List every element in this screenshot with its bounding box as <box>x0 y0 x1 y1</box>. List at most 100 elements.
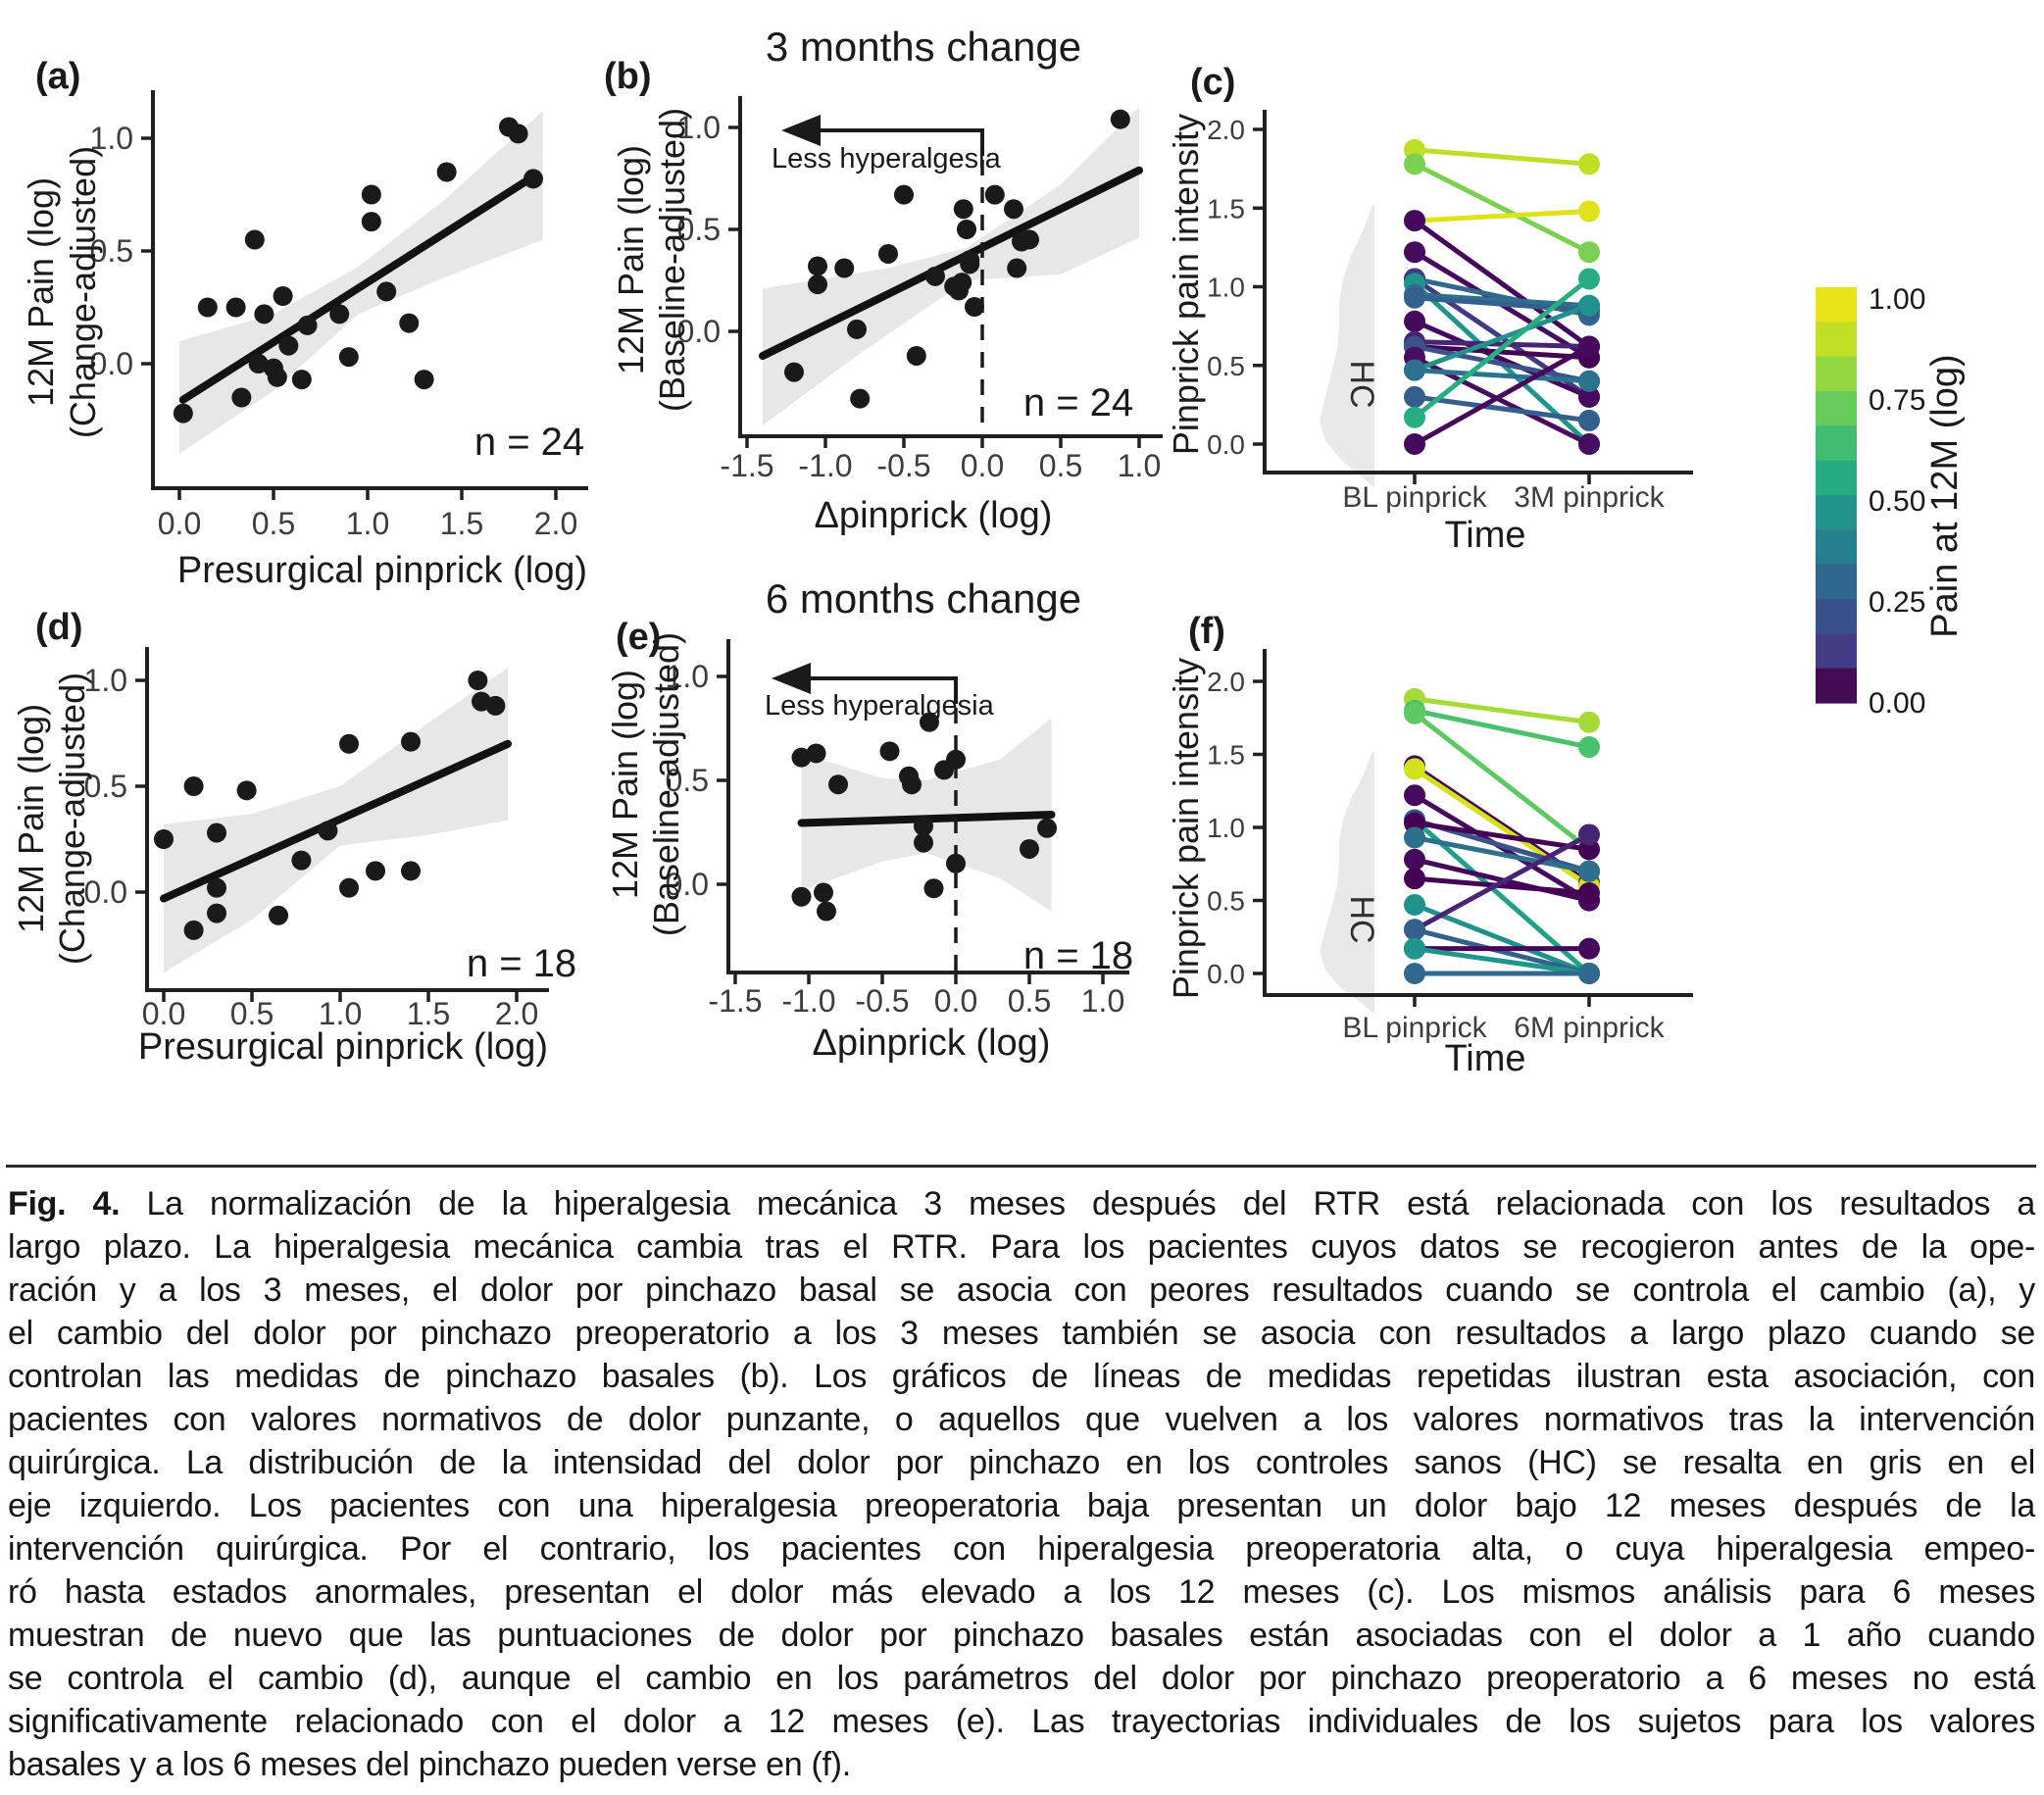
colorbar-band <box>1816 668 1857 704</box>
y-axis-title-line1: 12M Pain (log) <box>611 145 651 374</box>
less-hyperalgesia-arrow: Less hyperalgesia <box>772 115 1002 175</box>
colorbar-band <box>1816 287 1857 323</box>
fit-line <box>759 166 1143 360</box>
y-tick-label: 2.0 <box>1207 667 1245 697</box>
x-tick-label: 1.5 <box>407 996 450 1031</box>
x-tick-label: 2.0 <box>534 506 577 541</box>
x-category-label: 6M pinprick <box>1514 1012 1665 1044</box>
figure-caption: Fig. 4. La normalización de la hiperalge… <box>8 1182 2035 1786</box>
figure-panels-canvas: 0.0 0.5 1.0 1.5 2.0 0.0 0.5 1.0 Presurgical pinp… <box>11 24 1966 1079</box>
y-tick-label: 1.5 <box>1207 740 1245 771</box>
y-tick-label: 0.5 <box>666 763 709 798</box>
panel-label: (f) <box>1188 611 1225 652</box>
y-tick-label: 1.5 <box>1207 193 1245 224</box>
x-tick-label: 2.0 <box>495 996 538 1031</box>
x-tick-label: -1.5 <box>720 448 773 483</box>
scatter-points <box>791 712 1057 922</box>
panel-b: Less hyperalgesia -1.5 -1.0 -0.5 0.0 0.5 1.0 0.… <box>604 24 1163 536</box>
fit-line <box>178 170 541 404</box>
scatter-points <box>154 671 506 940</box>
caption-line: Fig. 4. La normalización de la hiperalge… <box>8 1185 2035 1222</box>
trajectory-lines <box>1413 696 1591 976</box>
y-axis-title: Pinprick pain intensity <box>1166 114 1206 455</box>
colorbar-band <box>1816 356 1857 392</box>
x-tick-label: -0.5 <box>876 448 930 483</box>
x-tick-label: 0.5 <box>1008 983 1051 1019</box>
y-tick-label: 2.0 <box>1207 115 1245 145</box>
caption-line: el cambio del dolor por pinchazo preoper… <box>8 1315 2035 1352</box>
x-tick-label: -1.5 <box>708 983 762 1019</box>
x-category-label: 3M pinprick <box>1514 481 1665 514</box>
axis-ticks: 0.0 0.5 1.0 1.5 2.0 0.0 0.5 1.0 <box>84 663 539 1031</box>
panel-label: (b) <box>604 56 652 97</box>
x-category-label: BL pinprick <box>1342 1012 1487 1044</box>
sample-size-label: n = 18 <box>1023 934 1133 977</box>
colorbar-band <box>1816 599 1857 634</box>
colorbar-band <box>1816 460 1857 496</box>
trajectory-points <box>1404 138 1600 455</box>
caption-line: intervención quirúrgica. Por el contrari… <box>8 1530 2035 1568</box>
colorbar-band <box>1816 322 1857 358</box>
caption-line: basales y a los 6 meses del pinchazo pue… <box>8 1746 851 1783</box>
caption-line: pacientes con valores normativos de dolo… <box>8 1401 2035 1438</box>
x-tick-label: 0.0 <box>158 506 201 541</box>
x-axis-title: Presurgical pinprick (log) <box>138 1026 548 1068</box>
y-tick-label: 0.5 <box>1207 886 1245 917</box>
axis-ticks: 0.0 0.5 1.0 1.5 2.0 BL pinprick 6M pinprick <box>1207 667 1666 1044</box>
y-tick-label: 1.0 <box>1207 273 1245 303</box>
y-axis-title-line1: 12M Pain (log) <box>605 670 645 899</box>
axis-lines <box>1263 110 1693 474</box>
hc-density <box>1320 205 1374 487</box>
panel-label: (c) <box>1190 62 1235 103</box>
colorbar-band <box>1816 425 1857 462</box>
y-tick-label: 0.5 <box>1207 351 1245 381</box>
x-tick-label: 1.0 <box>1118 448 1161 483</box>
colorbar-tick-label: 0.00 <box>1869 687 1925 720</box>
sample-size-label: n = 18 <box>467 942 576 985</box>
axis-ticks: 0.0 0.5 1.0 1.5 2.0 BL pinprick 3M pinprick <box>1207 115 1666 514</box>
x-axis-title: Δpinprick (log) <box>813 1022 1051 1064</box>
sample-size-label: n = 24 <box>1023 381 1133 424</box>
sample-size-label: n = 24 <box>474 421 584 464</box>
x-tick-label: 0.0 <box>934 983 977 1019</box>
y-axis-title: Pinprick pain intensity <box>1166 658 1206 999</box>
colorbar-title: Pain at 12M (log) <box>1924 354 1966 637</box>
y-tick-label: 0.0 <box>666 867 709 902</box>
hc-label: HC <box>1343 360 1380 408</box>
trajectory-lines <box>1413 147 1591 447</box>
caption-divider <box>6 1165 2036 1168</box>
column-title: 3 months change <box>766 24 1081 70</box>
colorbar-band <box>1816 495 1857 530</box>
axis-lines <box>738 96 1163 438</box>
caption-line: se controla el cambio (d), aunque el cam… <box>8 1660 2035 1697</box>
ci-band <box>801 718 1052 912</box>
axis-ticks: -1.5 -1.0 -0.5 0.0 0.5 1.0 0.0 0.5 1.0 <box>666 659 1125 1019</box>
x-axis-title: Time <box>1444 515 1525 556</box>
fit-line <box>160 739 512 903</box>
x-axis-title: Δpinprick (log) <box>815 495 1053 536</box>
y-tick-label: 0.0 <box>1207 429 1245 460</box>
column-title: 6 months change <box>766 575 1081 622</box>
panel-c: HC 0.0 0.5 1.0 1.5 2.0 BL pinprick 3M pinprickT… <box>1166 62 1693 556</box>
colorbar-band <box>1816 529 1857 566</box>
x-tick-label: 0.5 <box>230 996 274 1031</box>
arrow-label: Less hyperalgesia <box>772 143 1002 175</box>
x-tick-label: 0.5 <box>252 506 295 541</box>
y-tick-label: 0.5 <box>677 212 721 247</box>
trajectory-points <box>1404 687 1600 984</box>
caption-line: controlan las medidas de pinchazo basale… <box>8 1358 2035 1395</box>
x-tick-label: -0.5 <box>855 983 909 1019</box>
colorbar-band <box>1816 391 1857 426</box>
colorbar-pain-at-12m: 1.00 0.75 0.50 0.25 0.00 Pain at 12M (log) <box>1816 283 1966 720</box>
panel-label: (d) <box>35 607 83 648</box>
panel-label: (e) <box>616 617 661 658</box>
x-tick-label: -1.0 <box>798 448 852 483</box>
colorbar-tick-label: 0.50 <box>1869 485 1925 518</box>
x-tick-label: 1.0 <box>1081 983 1124 1019</box>
axis-ticks: 0.0 0.5 1.0 1.5 2.0 0.0 0.5 1.0 <box>90 121 578 541</box>
axis-ticks: -1.5 -1.0 -0.5 0.0 0.5 1.0 0.0 0.5 1.0 <box>677 110 1162 483</box>
axis-lines <box>151 90 588 490</box>
colorbar-tick-label: 0.75 <box>1869 384 1925 417</box>
